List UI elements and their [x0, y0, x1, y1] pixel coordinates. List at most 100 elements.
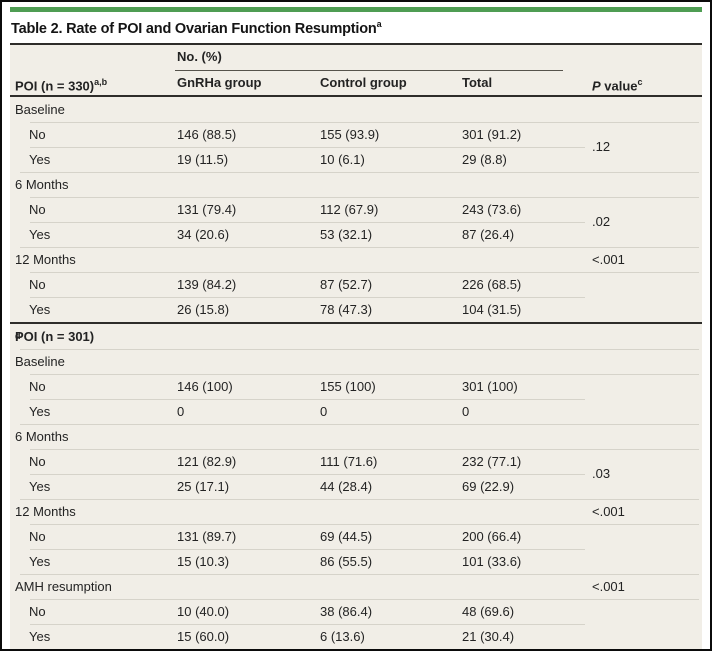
- column-header-pvalue: P valuec: [592, 70, 643, 95]
- table-panel: No. (%) POI (n = 330)a,b GnRHa group Con…: [10, 42, 702, 649]
- cell-total: 301 (100): [462, 378, 518, 394]
- table-row: No 146 (88.5) 155 (93.9) 301 (91.2): [10, 121, 702, 147]
- p-value: <.001: [592, 578, 625, 594]
- group-header-label-text: POI (n = 301): [15, 328, 95, 344]
- section-divider: [20, 348, 699, 350]
- cell-control: 10 (6.1): [320, 151, 365, 167]
- stub-column-header: POI (n = 330)a,b: [15, 70, 107, 95]
- cell-control: 87 (52.7): [320, 276, 373, 292]
- row-label: Yes: [29, 553, 51, 569]
- group-header-label: POI (n = 301) d: [15, 324, 94, 352]
- cell-total: 101 (33.6): [462, 553, 522, 569]
- row-divider: [30, 196, 699, 198]
- cell-total: 104 (31.5): [462, 301, 522, 317]
- row-label: Yes: [29, 226, 51, 242]
- section-header-row: Baseline: [10, 348, 702, 374]
- cell-gnrha: 15 (60.0): [177, 628, 230, 644]
- row-divider: [30, 473, 585, 475]
- section-divider: [20, 423, 699, 425]
- row-label: Yes: [29, 403, 51, 419]
- section-label: 6 Months: [15, 176, 69, 192]
- table-row: Yes 26 (15.8) 78 (47.3) 104 (31.5): [10, 296, 702, 322]
- cell-gnrha: 0: [177, 403, 185, 419]
- cell-control: 6 (13.6): [320, 628, 365, 644]
- table-row: No 131 (79.4) 112 (67.9) 243 (73.6): [10, 196, 702, 222]
- cell-control: 78 (47.3): [320, 301, 373, 317]
- table-row: Yes 15 (10.3) 86 (55.5) 101 (33.6): [10, 548, 702, 574]
- cell-control: 112 (67.9): [320, 201, 379, 217]
- row-divider: [30, 623, 585, 625]
- section-header-row: 12 Months <.001: [10, 246, 702, 272]
- table-body: Baseline No 146 (88.5) 155 (93.9) 301 (91.2)…: [10, 97, 702, 649]
- cell-total: 87 (26.4): [462, 226, 515, 242]
- cell-control: 86 (55.5): [320, 553, 373, 569]
- group-header-footnote-marker: d: [15, 330, 21, 341]
- table-group-header-row: POI (n = 301) d: [10, 321, 702, 352]
- section-header-row: 6 Months: [10, 171, 702, 197]
- row-label: No: [29, 276, 46, 292]
- cell-gnrha: 146 (100): [177, 378, 233, 394]
- cell-control: 69 (44.5): [320, 528, 373, 544]
- cell-gnrha: 139 (84.2): [177, 276, 237, 292]
- table-section: Baseline No 146 (100) 155 (100) 301 (100) Yes…: [10, 348, 702, 424]
- cell-gnrha: 146 (88.5): [177, 126, 237, 142]
- row-divider: [30, 548, 585, 550]
- section-label: Baseline: [15, 101, 65, 117]
- table-row: No 10 (40.0) 38 (86.4) 48 (69.6): [10, 598, 702, 624]
- p-value: .03: [592, 465, 611, 481]
- section-label: 6 Months: [15, 428, 69, 444]
- row-divider: [30, 373, 699, 375]
- cell-control: 53 (32.1): [320, 226, 373, 242]
- table-section: AMH resumption <.001 No 10 (40.0) 38 (86.4) 4…: [10, 573, 702, 649]
- row-label: Yes: [29, 628, 51, 644]
- cell-control: 44 (28.4): [320, 478, 373, 494]
- table-row: Yes 15 (60.0) 6 (13.6) 21 (30.4): [10, 623, 702, 649]
- table-row: Yes 19 (11.5) 10 (6.1) 29 (8.8): [10, 146, 702, 172]
- cell-control: 155 (93.9): [320, 126, 380, 142]
- row-divider: [30, 398, 585, 400]
- section-label: 12 Months: [15, 503, 76, 519]
- table-row: Yes 34 (20.6) 53 (32.1) 87 (26.4): [10, 221, 702, 247]
- cell-control: 38 (86.4): [320, 603, 373, 619]
- stub-column-footnote-marker: a,b: [94, 76, 108, 87]
- row-divider: [30, 121, 699, 123]
- section-label: 12 Months: [15, 251, 76, 267]
- row-divider: [30, 598, 699, 600]
- row-divider: [30, 448, 699, 450]
- cell-control: 155 (100): [320, 378, 376, 394]
- stub-column-header-text: POI (n = 330): [15, 78, 95, 94]
- column-header-total: Total: [462, 74, 493, 90]
- cell-control: 111 (71.6): [320, 453, 378, 469]
- table-title-text: Table 2. Rate of POI and Ovarian Functio…: [11, 20, 377, 37]
- table-header: No. (%) POI (n = 330)a,b GnRHa group Con…: [10, 45, 702, 97]
- column-header-gnrha: GnRHa group: [177, 74, 262, 90]
- row-divider: [30, 296, 585, 298]
- accent-top-bar: [10, 7, 702, 12]
- table-section: Baseline No 146 (88.5) 155 (93.9) 301 (91.2)…: [10, 97, 702, 172]
- table-section: 6 Months No 131 (79.4) 112 (67.9) 243 (73.6)…: [10, 171, 702, 247]
- section-label: AMH resumption: [15, 578, 112, 594]
- row-divider: [30, 146, 585, 148]
- row-label: No: [29, 126, 46, 142]
- p-value: <.001: [592, 251, 625, 267]
- table-section: 12 Months <.001 No 139 (84.2) 87 (52.7) 226 (…: [10, 246, 702, 322]
- section-divider: [20, 498, 699, 500]
- cell-control: 0: [320, 403, 328, 419]
- pvalue-italic-p: P: [592, 78, 601, 94]
- row-label: Yes: [29, 478, 51, 494]
- table-section: 12 Months <.001 No 131 (89.7) 69 (44.5) 200 (…: [10, 498, 702, 574]
- row-divider: [30, 523, 699, 525]
- table-row: No 146 (100) 155 (100) 301 (100): [10, 373, 702, 399]
- cell-gnrha: 10 (40.0): [177, 603, 230, 619]
- cell-gnrha: 131 (89.7): [177, 528, 237, 544]
- table-row: No 139 (84.2) 87 (52.7) 226 (68.5): [10, 271, 702, 297]
- section-divider: [20, 171, 699, 173]
- table-title-footnote-marker: a: [376, 19, 382, 29]
- spanner-column-label: No. (%): [177, 48, 222, 64]
- table-title: Table 2. Rate of POI and Ovarian Functio…: [10, 12, 702, 43]
- row-divider: [30, 221, 585, 223]
- pvalue-footnote-marker: c: [637, 76, 643, 87]
- cell-total: 243 (73.6): [462, 201, 522, 217]
- cell-gnrha: 15 (10.3): [177, 553, 230, 569]
- row-label: No: [29, 201, 46, 217]
